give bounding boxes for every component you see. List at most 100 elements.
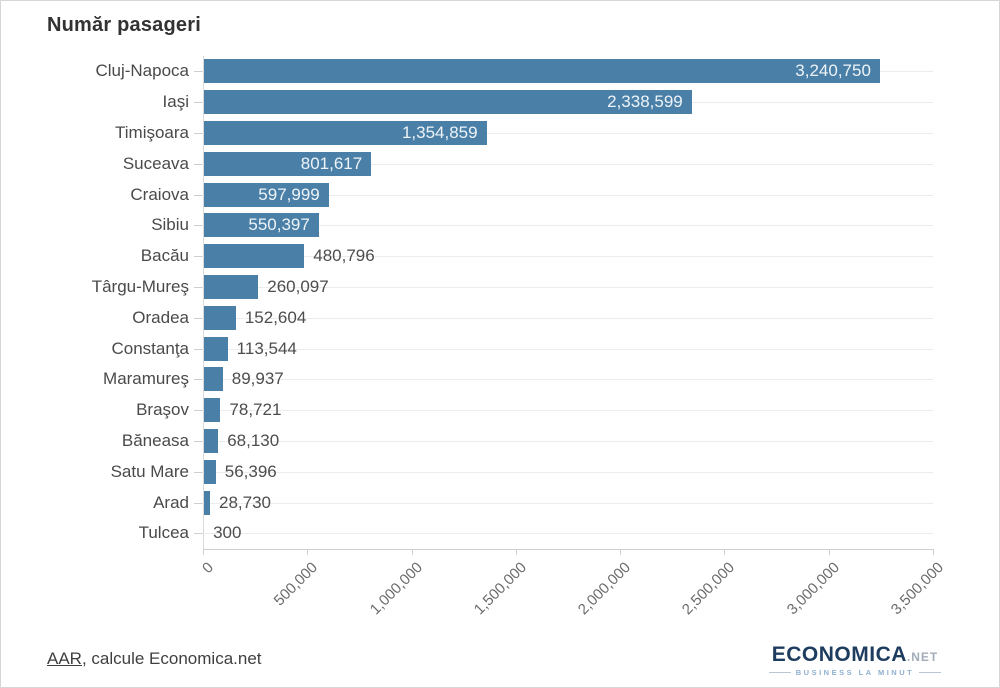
logo-tld-text: .NET <box>906 650 939 664</box>
y-tick-mark <box>194 133 203 134</box>
x-tick-label: 1,500,000 <box>470 558 530 619</box>
category-label: Târgu-Mureş <box>91 277 189 296</box>
category-label: Craiova <box>130 184 189 204</box>
bar <box>204 367 223 392</box>
value-label: 597,999 <box>258 184 320 204</box>
row-gridline <box>203 348 933 350</box>
value-label: 152,604 <box>244 307 307 327</box>
row-gridline <box>203 133 933 134</box>
value-label: 300 <box>213 523 242 543</box>
x-tick-mark <box>620 548 622 555</box>
x-tick-mark <box>933 548 934 555</box>
value-label: 480,796 <box>313 246 375 266</box>
value-label: 1,354,859 <box>401 123 478 142</box>
bar <box>204 182 329 207</box>
category-label: Satu Mare <box>110 461 189 481</box>
logo-tagline-text: BUSINESS LA MINUT <box>795 668 915 677</box>
bar <box>204 336 228 361</box>
bar <box>204 213 319 238</box>
y-tick-mark <box>194 533 203 535</box>
y-tick-mark <box>194 102 203 104</box>
bar <box>204 275 259 299</box>
bar <box>204 459 216 484</box>
category-label: Cluj-Napoca <box>95 61 189 81</box>
category-label: Bacău <box>140 246 189 266</box>
row-gridline <box>203 471 933 473</box>
category-label: Oradea <box>132 307 189 327</box>
y-tick-mark <box>194 471 203 473</box>
bar <box>204 151 372 176</box>
category-label: Constanţa <box>111 338 190 358</box>
tagline-left-rule <box>768 672 791 674</box>
value-label: 89,937 <box>231 369 284 389</box>
x-tick-mark <box>307 548 309 555</box>
row-gridline <box>203 194 933 196</box>
category-label: Maramureş <box>103 369 189 389</box>
source-note: AAR, calcule Economica.net <box>47 649 262 669</box>
y-tick-mark <box>194 194 203 196</box>
category-label: Braşov <box>136 400 189 420</box>
y-tick-mark <box>194 256 203 258</box>
category-label: Suceava <box>122 153 189 173</box>
y-tick-mark <box>194 348 203 350</box>
row-gridline <box>203 317 933 319</box>
value-label: 2,338,599 <box>607 92 683 112</box>
x-axis-line <box>203 548 934 550</box>
y-tick-mark <box>194 441 203 442</box>
category-label: Arad <box>153 492 189 512</box>
y-tick-mark <box>194 317 203 319</box>
y-tick-mark <box>194 410 203 412</box>
x-tick-mark <box>724 548 726 555</box>
bar <box>204 121 487 145</box>
row-gridline <box>203 225 933 227</box>
bar <box>204 90 692 115</box>
row-gridline <box>203 163 933 165</box>
bar <box>204 490 210 515</box>
value-label: 3,240,750 <box>795 61 871 81</box>
economica-logo: ECONOMICA.NET BUSINESS LA MINUT <box>765 644 945 677</box>
row-gridline <box>203 256 933 258</box>
row-gridline <box>203 379 933 381</box>
value-label: 260,097 <box>267 277 329 296</box>
x-tick-label: 1,000,000 <box>366 558 426 619</box>
row-gridline <box>203 410 933 412</box>
bar <box>204 244 305 269</box>
y-tick-mark <box>194 71 203 73</box>
value-label: 78,721 <box>229 400 282 420</box>
chart-title: Număr pasageri <box>47 14 201 36</box>
source-text: , calcule Economica.net <box>81 649 262 668</box>
bar <box>204 398 221 423</box>
value-label: 68,130 <box>227 431 280 450</box>
x-tick-label: 2,000,000 <box>574 558 635 619</box>
y-tick-mark <box>194 502 203 504</box>
x-tick-mark <box>515 548 517 555</box>
value-label: 550,397 <box>248 215 310 235</box>
y-tick-mark <box>194 287 203 288</box>
category-label: Tulcea <box>138 523 189 543</box>
x-tick-mark <box>411 548 413 555</box>
y-tick-mark <box>194 163 203 165</box>
y-tick-mark <box>194 225 203 227</box>
category-label: Timişoara <box>115 123 189 142</box>
tagline-right-rule <box>919 672 942 674</box>
logo-wordmark: ECONOMICA.NET <box>765 644 945 665</box>
x-tick-mark <box>828 548 830 555</box>
logo-tagline: BUSINESS LA MINUT <box>765 669 945 677</box>
category-label: Sibiu <box>151 215 189 235</box>
x-tick-mark <box>203 548 204 555</box>
y-axis-line <box>203 56 204 549</box>
row-gridline <box>203 533 933 535</box>
bar <box>204 59 880 84</box>
row-gridline <box>203 287 933 288</box>
row-gridline <box>203 502 933 504</box>
row-gridline <box>203 441 933 442</box>
y-tick-mark <box>194 379 203 381</box>
x-tick-label: 2,500,000 <box>679 558 739 619</box>
value-label: 113,544 <box>236 338 297 358</box>
value-label: 801,617 <box>300 153 363 173</box>
bar <box>204 305 236 330</box>
category-label: Iaşi <box>162 92 189 112</box>
source-link[interactable]: AAR <box>47 649 82 668</box>
bar <box>204 429 219 453</box>
